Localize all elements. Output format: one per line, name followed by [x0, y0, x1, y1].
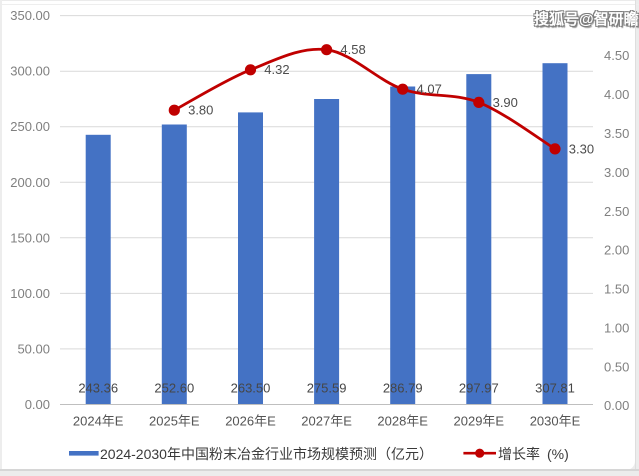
- svg-text:1.50: 1.50: [604, 282, 629, 297]
- svg-text:2024-2030年中国粉末冶金行业市场规模预测（亿元）: 2024-2030年中国粉末冶金行业市场规模预测（亿元）: [100, 446, 433, 462]
- svg-text:2028年E: 2028年E: [377, 414, 428, 429]
- svg-text:2030年E: 2030年E: [530, 414, 581, 429]
- svg-text:4.00: 4.00: [604, 87, 629, 102]
- svg-text:2029年E: 2029年E: [454, 414, 505, 429]
- svg-text:4.07: 4.07: [417, 82, 442, 97]
- svg-text:2026年E: 2026年E: [225, 414, 276, 429]
- svg-text:2027年E: 2027年E: [301, 414, 352, 429]
- svg-text:3.50: 3.50: [604, 126, 629, 141]
- svg-text:4.58: 4.58: [340, 42, 365, 57]
- svg-text:263.50: 263.50: [231, 381, 271, 396]
- svg-text:307.81: 307.81: [535, 381, 575, 396]
- svg-text:4.50: 4.50: [604, 48, 629, 63]
- svg-text:2025年E: 2025年E: [149, 414, 200, 429]
- svg-text:243.36: 243.36: [78, 381, 118, 396]
- svg-text:200.00: 200.00: [10, 175, 50, 190]
- svg-text:3.00: 3.00: [604, 165, 629, 180]
- svg-text:150.00: 150.00: [10, 230, 50, 245]
- svg-text:3.80: 3.80: [188, 103, 213, 118]
- svg-text:0.00: 0.00: [25, 397, 50, 412]
- svg-text:2024年E: 2024年E: [73, 414, 124, 429]
- svg-text:50.00: 50.00: [17, 341, 50, 356]
- svg-text:4.32: 4.32: [264, 62, 289, 77]
- svg-text:1.00: 1.00: [604, 320, 629, 335]
- svg-text:286.79: 286.79: [383, 381, 423, 396]
- svg-text:2.50: 2.50: [604, 204, 629, 219]
- svg-text:增长率 (%): 增长率 (%): [498, 446, 569, 462]
- svg-text:3.90: 3.90: [493, 95, 518, 110]
- svg-text:300.00: 300.00: [10, 64, 50, 79]
- svg-text:100.00: 100.00: [10, 286, 50, 301]
- svg-text:275.59: 275.59: [307, 381, 347, 396]
- svg-text:2.00: 2.00: [604, 243, 629, 258]
- svg-text:350.00: 350.00: [10, 8, 50, 23]
- svg-text:252.60: 252.60: [154, 381, 194, 396]
- svg-text:250.00: 250.00: [10, 119, 50, 134]
- svg-text:0.50: 0.50: [604, 359, 629, 374]
- svg-text:297.97: 297.97: [459, 381, 499, 396]
- svg-text:3.30: 3.30: [569, 141, 594, 156]
- svg-text:0.00: 0.00: [604, 398, 629, 413]
